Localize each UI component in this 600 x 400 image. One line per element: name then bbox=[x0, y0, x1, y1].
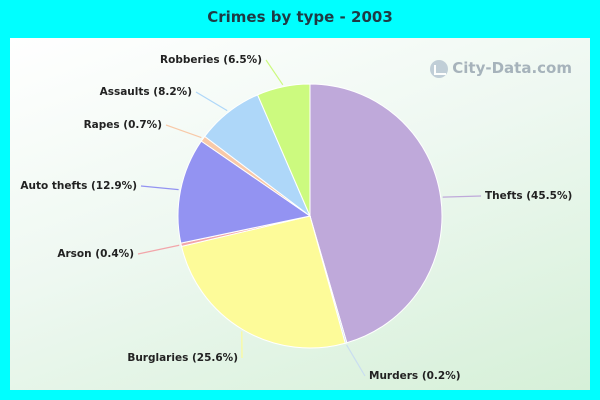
leader-robberies bbox=[265, 59, 284, 86]
slice-labels: Thefts (45.5%) Murders (0.2%) Burglaries (… bbox=[20, 54, 572, 382]
city-data-logo-icon bbox=[430, 59, 449, 78]
slice-auto-thefts bbox=[177, 140, 312, 244]
pie-slices bbox=[177, 83, 443, 349]
leader-murders bbox=[346, 344, 366, 377]
leader-rapes bbox=[165, 124, 202, 139]
label-murders: Murders (0.2%) bbox=[369, 370, 461, 382]
chart-panel: City-Data.com Thefts (45.5%) Murders (0.2… bbox=[10, 38, 590, 390]
label-auto-thefts: Auto thefts (12.9%) bbox=[20, 180, 137, 192]
label-arson: Arson (0.4%) bbox=[57, 248, 134, 260]
slice-robberies bbox=[256, 83, 311, 217]
label-robberies: Robberies (6.5%) bbox=[160, 54, 262, 66]
watermark: City-Data.com bbox=[430, 59, 572, 78]
slice-thefts bbox=[309, 83, 443, 344]
leader-auto-thefts bbox=[140, 185, 179, 191]
leader-assaults bbox=[195, 91, 228, 112]
label-rapes: Rapes (0.7%) bbox=[84, 119, 162, 131]
leader-thefts bbox=[442, 195, 482, 198]
label-thefts: Thefts (45.5%) bbox=[485, 190, 572, 202]
leader-lines bbox=[137, 59, 482, 377]
chart-title: Crimes by type - 2003 bbox=[207, 8, 393, 26]
watermark-text: City-Data.com bbox=[452, 59, 572, 77]
leader-arson bbox=[137, 244, 180, 255]
slice-burglaries bbox=[180, 215, 346, 349]
pie-chart: Thefts (45.5%) Murders (0.2%) Burglaries (… bbox=[20, 54, 572, 382]
label-assaults: Assaults (8.2%) bbox=[100, 86, 192, 98]
label-burglaries: Burglaries (25.6%) bbox=[127, 352, 238, 364]
